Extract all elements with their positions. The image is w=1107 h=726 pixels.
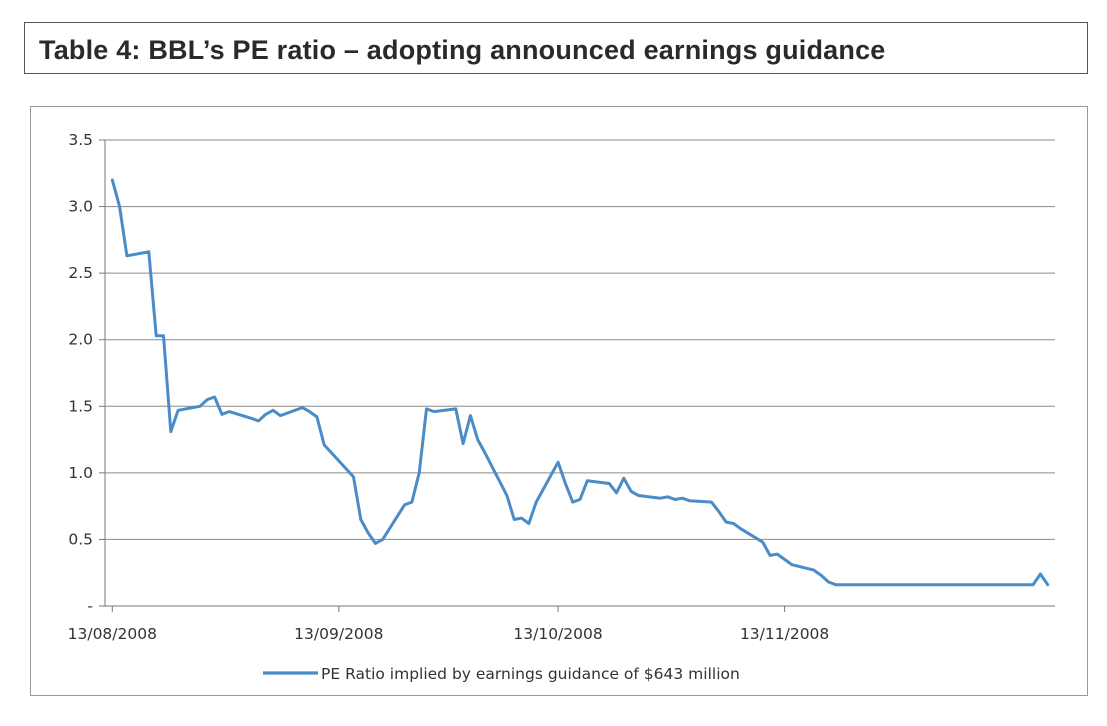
y-tick-label: 1.5: [68, 397, 93, 415]
y-tick-label: 0.5: [68, 530, 93, 548]
legend-label: PE Ratio implied by earnings guidance of…: [321, 665, 740, 683]
y-tick-label: 2.5: [68, 264, 93, 282]
y-tick-label: 3.5: [68, 131, 93, 149]
y-tick-label: 1.0: [68, 464, 93, 482]
y-tick-label: 3.0: [68, 198, 93, 216]
x-tick-label: 13/10/2008: [513, 625, 602, 643]
chart-title: Table 4: BBL’s PE ratio – adopting annou…: [39, 35, 886, 65]
x-tick-label: 13/11/2008: [740, 625, 829, 643]
y-tick-label: 2.0: [68, 331, 93, 349]
x-axis: 13/08/2008 13/09/2008 13/10/2008 13/11/2008: [68, 605, 1055, 643]
x-tick-label: 13/08/2008: [68, 625, 157, 643]
title-box: Table 4: BBL’s PE ratio – adopting annou…: [24, 22, 1088, 74]
legend: PE Ratio implied by earnings guidance of…: [263, 665, 740, 683]
x-tick-label: 13/09/2008: [294, 625, 383, 643]
y-tick-label: -: [87, 597, 93, 615]
y-axis: - 0.5 1.0 1.5 2.0 2.5 3.0 3.5: [68, 131, 106, 615]
series-layer: [110, 178, 1050, 587]
series-line: [110, 178, 1050, 587]
grid-lines: [105, 139, 1055, 540]
